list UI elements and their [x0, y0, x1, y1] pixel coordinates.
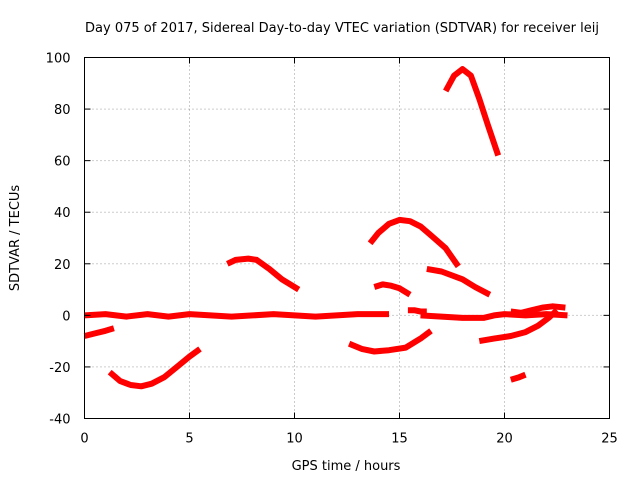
data-trace-3 — [107, 346, 202, 390]
data-trace-8 — [407, 307, 427, 315]
data-trace-14 — [509, 371, 527, 383]
data-trace-5 — [347, 328, 433, 355]
data-layer — [83, 66, 568, 390]
grid — [84, 57, 610, 419]
y-tick-label: -20 — [49, 361, 70, 376]
data-trace-12 — [478, 307, 560, 345]
x-tick-label: 20 — [496, 432, 513, 447]
data-trace-10 — [426, 265, 492, 298]
data-trace-6 — [373, 281, 412, 298]
y-tick-label: 100 — [46, 52, 71, 67]
data-trace-11 — [443, 66, 502, 157]
x-axis-label: GPS time / hours — [292, 459, 401, 474]
y-tick-label: 20 — [54, 258, 71, 273]
x-tick-label: 10 — [286, 432, 303, 447]
data-trace-2 — [84, 311, 389, 320]
data-trace-7 — [367, 216, 461, 269]
data-trace-13 — [510, 303, 566, 316]
plot-frame — [84, 57, 610, 419]
x-tick-label: 25 — [601, 432, 618, 447]
axis-ticks: 0 5 10 15 20 25 -40 -20 0 20 40 60 80 100 — [46, 52, 618, 447]
data-trace-9 — [420, 311, 568, 321]
y-tick-label: 0 — [62, 309, 70, 324]
data-trace-1 — [83, 325, 115, 339]
y-tick-label: 80 — [54, 103, 71, 118]
data-trace-4 — [226, 255, 301, 293]
y-tick-label: 40 — [54, 206, 71, 221]
x-tick-label: 5 — [185, 432, 193, 447]
x-tick-label: 15 — [391, 432, 408, 447]
x-tick-label: 0 — [80, 432, 88, 447]
y-axis-label: SDTVAR / TECUs — [8, 185, 23, 292]
y-tick-label: -40 — [49, 413, 70, 428]
y-tick-label: 60 — [54, 155, 71, 170]
chart-title: Day 075 of 2017, Sidereal Day-to-day VTE… — [85, 21, 599, 36]
